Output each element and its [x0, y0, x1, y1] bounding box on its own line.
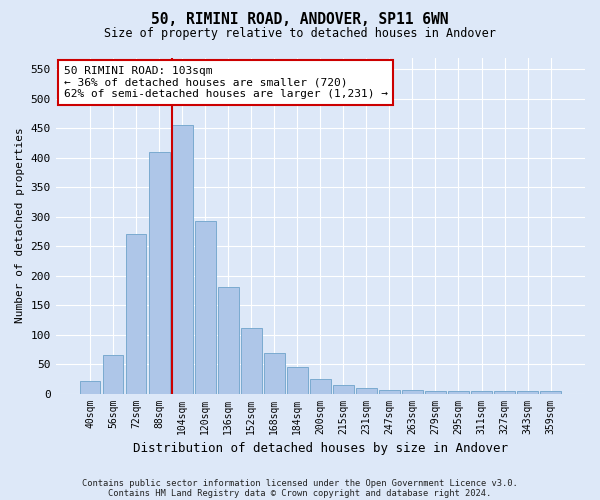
Text: Contains public sector information licensed under the Open Government Licence v3: Contains public sector information licen…: [82, 478, 518, 488]
Bar: [310, 379, 331, 394]
X-axis label: Distribution of detached houses by size in Andover: Distribution of detached houses by size …: [133, 442, 508, 455]
Text: 50 RIMINI ROAD: 103sqm
← 36% of detached houses are smaller (720)
62% of semi-de: 50 RIMINI ROAD: 103sqm ← 36% of detached…: [64, 66, 388, 99]
Bar: [149, 152, 170, 394]
Bar: [172, 126, 193, 394]
Text: Contains HM Land Registry data © Crown copyright and database right 2024.: Contains HM Land Registry data © Crown c…: [109, 488, 491, 498]
Bar: [241, 328, 262, 394]
Text: Size of property relative to detached houses in Andover: Size of property relative to detached ho…: [104, 28, 496, 40]
Bar: [80, 380, 100, 394]
Bar: [471, 390, 492, 394]
Bar: [264, 354, 284, 394]
Text: 50, RIMINI ROAD, ANDOVER, SP11 6WN: 50, RIMINI ROAD, ANDOVER, SP11 6WN: [151, 12, 449, 28]
Bar: [425, 390, 446, 394]
Bar: [402, 390, 423, 394]
Bar: [103, 355, 124, 394]
Bar: [517, 390, 538, 394]
Bar: [494, 390, 515, 394]
Bar: [333, 386, 354, 394]
Bar: [356, 388, 377, 394]
Bar: [287, 367, 308, 394]
Bar: [195, 221, 215, 394]
Bar: [379, 390, 400, 394]
Bar: [540, 391, 561, 394]
Bar: [218, 288, 239, 394]
Y-axis label: Number of detached properties: Number of detached properties: [15, 128, 25, 324]
Bar: [126, 234, 146, 394]
Bar: [448, 391, 469, 394]
